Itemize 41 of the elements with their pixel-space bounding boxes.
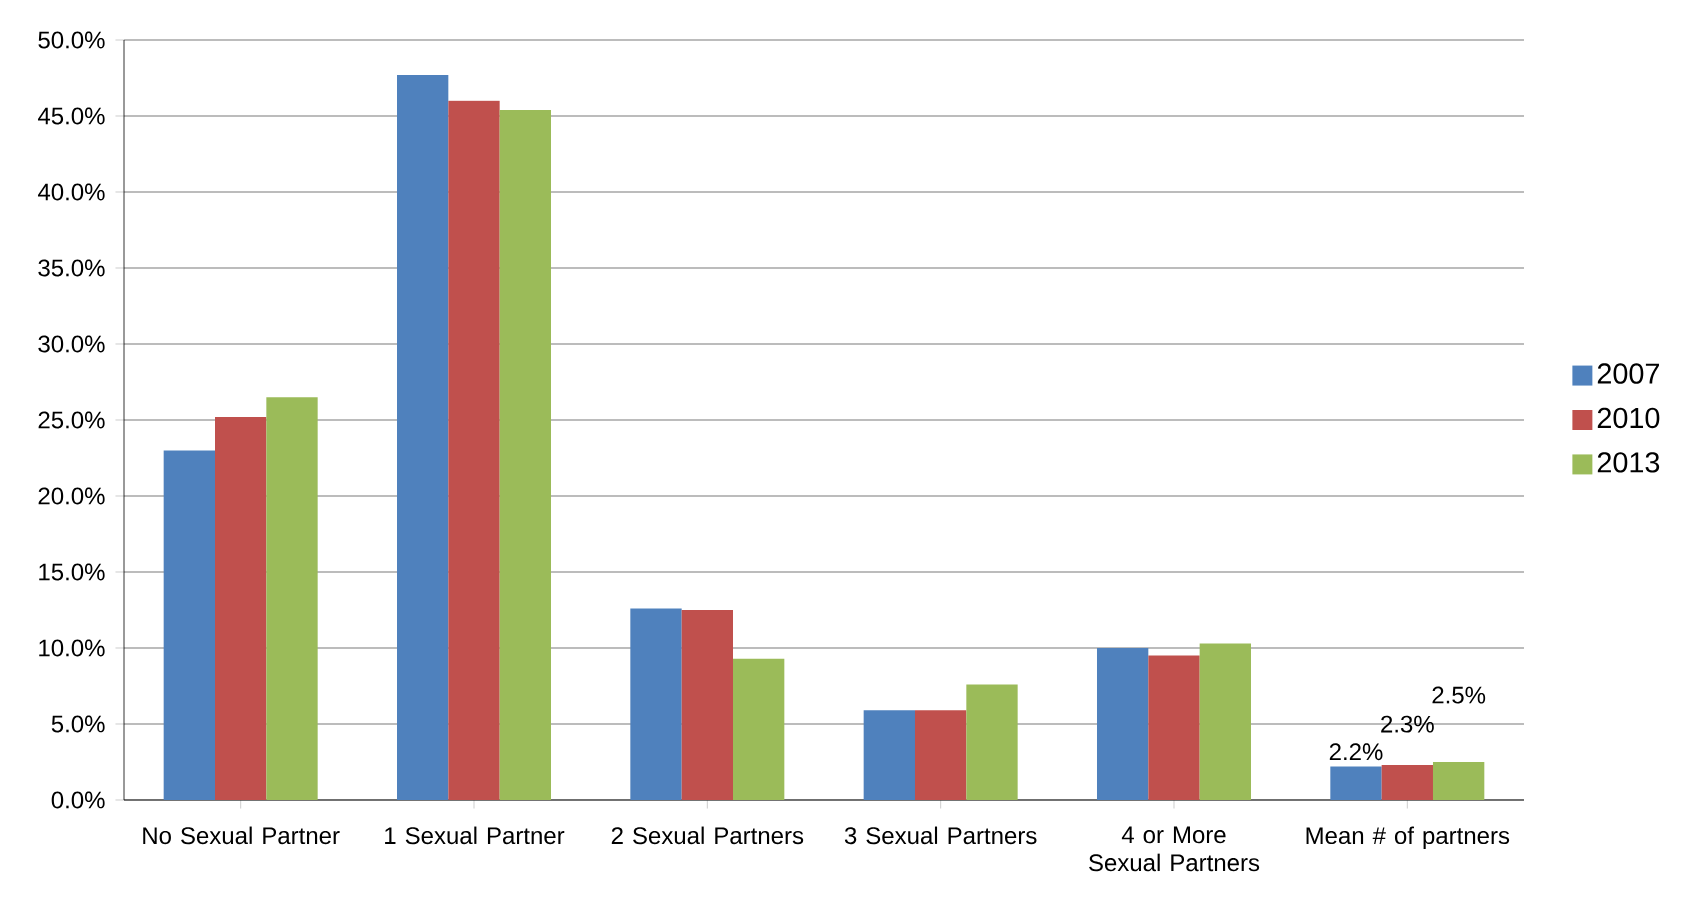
- bar: [681, 609, 733, 800]
- y-tick-label: 15.0%: [39, 563, 105, 581]
- y-tick-label: 30.0%: [38, 335, 105, 353]
- bar: [915, 710, 967, 800]
- y-tick-label: 20.0%: [38, 487, 105, 505]
- bar: [266, 397, 318, 800]
- bar: [630, 608, 682, 800]
- bar: [1148, 655, 1200, 800]
- x-tick-label: Mean # of partners: [1306, 826, 1510, 849]
- bar: [448, 100, 500, 800]
- data-label: 2.3%: [1381, 715, 1434, 733]
- y-tick-label: 45.0%: [37, 107, 105, 125]
- bar: [966, 684, 1018, 800]
- bar: [1381, 765, 1433, 800]
- data-label: 2.5%: [1432, 686, 1486, 704]
- bar: [397, 74, 449, 800]
- y-tick-label: 5.0%: [51, 715, 105, 733]
- bar: [863, 710, 915, 800]
- legend-label: 2013: [1597, 452, 1660, 473]
- data-label: 2.2%: [1329, 743, 1383, 761]
- bar: [499, 109, 552, 800]
- y-tick-label: 40.0%: [37, 183, 105, 201]
- bar: [1097, 647, 1149, 800]
- legend-label: 2007: [1597, 363, 1659, 384]
- bar: [733, 658, 785, 800]
- x-tick-label: 2 Sexual Partners: [611, 826, 804, 845]
- y-tick-label: 35.0%: [38, 259, 105, 277]
- x-tick-label: 1 Sexual Partner: [385, 826, 565, 845]
- x-tick-label: No Sexual Partner: [143, 826, 340, 845]
- bar: [1432, 761, 1485, 800]
- x-tick-label: 3 Sexual Partners: [844, 826, 1037, 845]
- bar: [1199, 643, 1251, 800]
- legend-label: 2010: [1597, 407, 1660, 429]
- y-tick-label: 50.0%: [38, 31, 105, 49]
- bar: [163, 450, 216, 800]
- bar: [215, 416, 267, 800]
- y-tick-label: 0.0%: [51, 791, 105, 809]
- x-tick-label: 4 or More Sexual Partners: [1089, 826, 1260, 872]
- y-tick-label: 25.0%: [38, 411, 105, 429]
- bar: [1330, 766, 1382, 800]
- y-tick-label: 10.0%: [39, 639, 105, 657]
